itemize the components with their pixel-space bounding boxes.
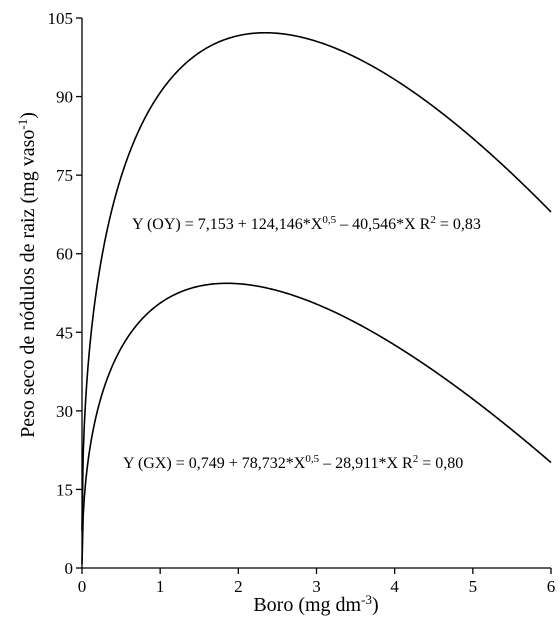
x-tick-label: 2	[234, 577, 243, 596]
y-tick-label: 30	[56, 402, 73, 421]
curves	[81, 31, 552, 565]
y-tick-label: 15	[56, 480, 73, 499]
equation-gx: Y (GX) = 0,749 + 78,732*X0,5 – 28,911*X …	[123, 453, 463, 472]
x-tick-label: 6	[547, 577, 556, 596]
y-tick-label: 105	[48, 9, 74, 28]
y-tick-label: 75	[56, 166, 73, 185]
x-tick-label: 4	[390, 577, 399, 596]
x-axis-title: Boro (mg dm-3)	[253, 592, 378, 617]
y-tick-label: 90	[56, 88, 73, 107]
equation-oy: Y (OY) = 7,153 + 124,146*X0,5 – 40,546*X…	[132, 214, 481, 233]
y-tick-label: 45	[56, 323, 73, 342]
series-line-0	[81, 31, 552, 531]
y-tick-label: 0	[65, 559, 74, 578]
y-axis-title: Peso seco de nódulos de raiz (mg vaso-1)	[15, 112, 40, 438]
x-tick-label: 0	[78, 577, 87, 596]
x-tick-label: 3	[312, 577, 321, 596]
y-tick-label: 60	[56, 245, 73, 264]
x-tick-label: 5	[469, 577, 478, 596]
series-line-1	[81, 282, 552, 565]
axes	[81, 18, 551, 569]
x-tick-label: 1	[156, 577, 165, 596]
